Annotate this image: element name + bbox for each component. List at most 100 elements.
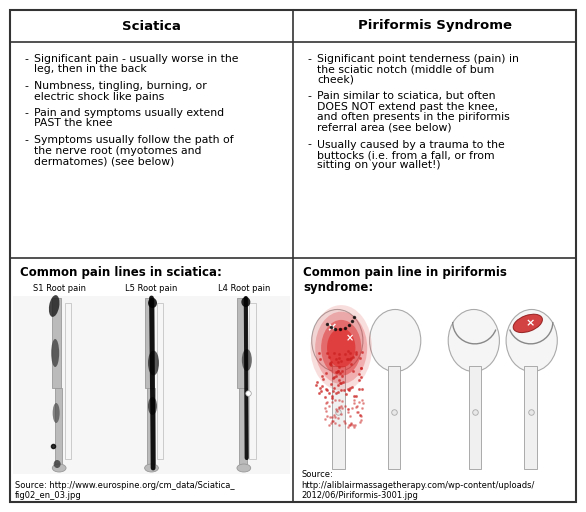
Point: [331, 418, 340, 426]
Point: [331, 413, 340, 421]
Point: [342, 390, 351, 398]
Text: Common pain lines in sciatica:: Common pain lines in sciatica:: [20, 266, 222, 279]
Point: [335, 403, 344, 412]
Point: [312, 381, 321, 390]
Point: [336, 410, 346, 418]
Bar: [332, 366, 345, 469]
Point: [344, 355, 353, 363]
Point: [338, 404, 347, 412]
Point: [314, 349, 323, 357]
Point: [340, 419, 350, 428]
Point: [339, 417, 349, 425]
Ellipse shape: [53, 403, 60, 423]
Point: [340, 402, 349, 410]
Point: [349, 421, 358, 429]
Point: [333, 381, 342, 389]
Point: [352, 408, 362, 416]
Text: DOES NOT extend past the knee,: DOES NOT extend past the knee,: [317, 102, 498, 112]
Bar: [145, 298, 154, 389]
Text: cheek): cheek): [317, 75, 354, 85]
Point: [334, 396, 343, 404]
Ellipse shape: [315, 312, 367, 384]
Point: [355, 376, 364, 384]
Point: [333, 414, 343, 422]
Point: [315, 355, 325, 363]
Ellipse shape: [370, 309, 421, 372]
Text: L4 Root pain: L4 Root pain: [217, 284, 270, 293]
Point: [349, 399, 359, 408]
Ellipse shape: [148, 298, 157, 308]
Point: [357, 416, 366, 424]
Point: [346, 353, 356, 361]
Point: [331, 372, 340, 380]
Point: [326, 360, 335, 369]
Text: Pain similar to sciatica, but often: Pain similar to sciatica, but often: [317, 92, 496, 101]
Point: [318, 372, 327, 380]
Point: [315, 389, 324, 397]
Text: Significant pain - usually worse in the: Significant pain - usually worse in the: [34, 54, 239, 64]
Point: [351, 392, 360, 400]
Point: [355, 385, 364, 393]
Ellipse shape: [51, 339, 59, 367]
Point: [343, 404, 352, 413]
Bar: [469, 366, 481, 469]
Point: [326, 358, 336, 366]
Point: [346, 420, 355, 429]
Ellipse shape: [241, 297, 250, 307]
Point: [356, 364, 366, 372]
Point: [315, 384, 324, 392]
Point: [338, 368, 347, 376]
Point: [347, 383, 356, 391]
Point: [331, 396, 340, 404]
Point: [348, 353, 357, 361]
Text: Common pain line in piriformis
syndrome:: Common pain line in piriformis syndrome:: [303, 266, 507, 294]
Point: [332, 368, 342, 376]
Text: PAST the knee: PAST the knee: [34, 118, 113, 129]
Point: [334, 354, 343, 362]
Ellipse shape: [52, 464, 66, 472]
Point: [336, 402, 346, 410]
Point: [357, 373, 366, 381]
Text: Piriformis Syndrome: Piriformis Syndrome: [357, 19, 512, 32]
Point: [352, 350, 361, 358]
Point: [321, 399, 331, 407]
Ellipse shape: [506, 309, 557, 372]
Point: [321, 415, 330, 423]
Bar: [54, 389, 63, 464]
Point: [343, 355, 352, 364]
Ellipse shape: [312, 309, 363, 372]
Point: [345, 386, 354, 394]
Text: ×: ×: [526, 318, 535, 328]
Point: [335, 379, 345, 387]
Point: [336, 386, 346, 394]
Point: [346, 360, 356, 368]
Point: [324, 389, 333, 397]
Point: [333, 388, 343, 396]
Text: -: -: [24, 81, 28, 91]
Text: buttocks (i.e. from a fall, or from: buttocks (i.e. from a fall, or from: [317, 150, 495, 160]
Point: [318, 375, 328, 383]
Point: [320, 393, 329, 401]
Point: [336, 356, 346, 365]
Ellipse shape: [327, 328, 355, 368]
Text: electric shock like pains: electric shock like pains: [34, 92, 164, 101]
Point: [322, 386, 332, 394]
Text: referral area (see below): referral area (see below): [317, 123, 452, 133]
Point: [352, 402, 362, 410]
Point: [333, 367, 343, 375]
Point: [325, 401, 334, 410]
Ellipse shape: [311, 305, 372, 391]
Point: [348, 367, 357, 375]
Point: [339, 378, 348, 387]
Point: [326, 380, 335, 388]
Point: [345, 355, 355, 363]
Point: [343, 348, 353, 356]
Point: [357, 396, 366, 404]
Text: Numbness, tingling, burning, or: Numbness, tingling, burning, or: [34, 81, 207, 91]
Point: [331, 405, 340, 413]
Bar: [65, 303, 71, 459]
Ellipse shape: [148, 351, 159, 375]
Point: [318, 381, 327, 390]
Point: [340, 350, 349, 358]
Point: [333, 358, 342, 366]
